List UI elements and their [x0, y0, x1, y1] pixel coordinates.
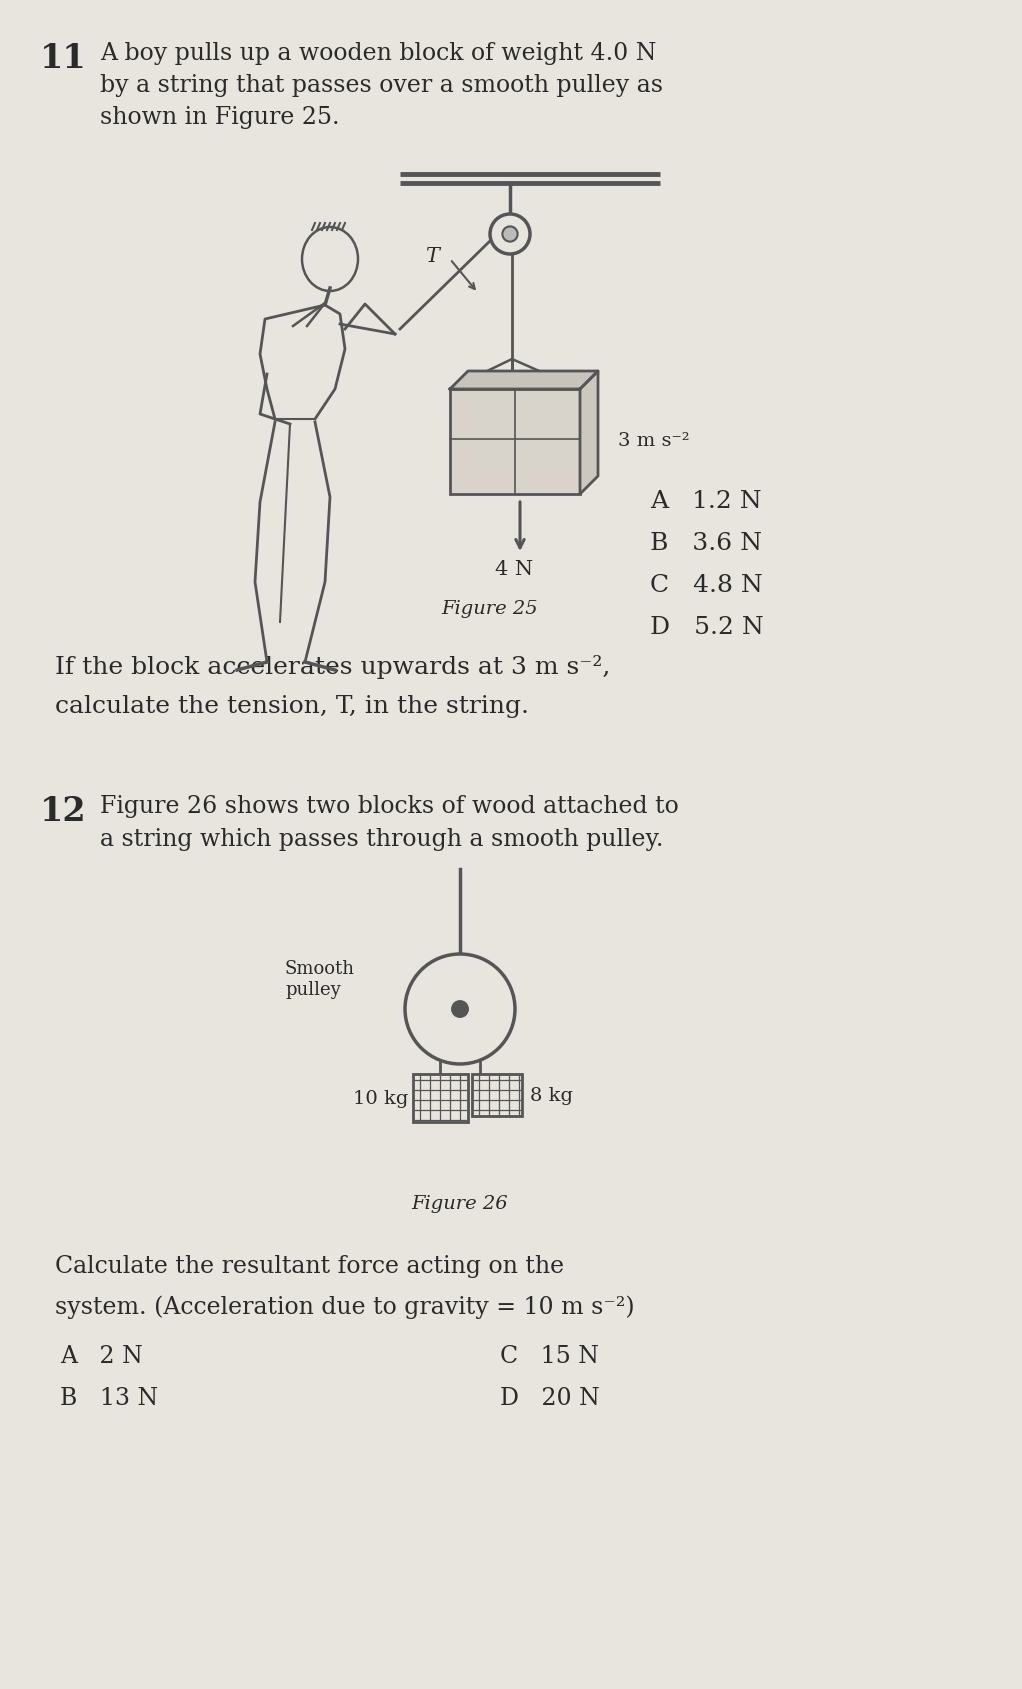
Text: a string which passes through a smooth pulley.: a string which passes through a smooth p… — [100, 828, 663, 851]
Text: D   5.2 N: D 5.2 N — [650, 615, 763, 638]
Polygon shape — [450, 372, 598, 390]
Text: Calculate the resultant force acting on the: Calculate the resultant force acting on … — [55, 1255, 564, 1277]
Circle shape — [452, 1002, 468, 1018]
Polygon shape — [580, 372, 598, 495]
Text: 3 m s⁻²: 3 m s⁻² — [618, 432, 690, 449]
Text: A   1.2 N: A 1.2 N — [650, 490, 761, 513]
Bar — [413, 1074, 468, 1121]
Bar — [450, 390, 580, 495]
Text: shown in Figure 25.: shown in Figure 25. — [100, 106, 339, 128]
Text: Figure 26: Figure 26 — [412, 1194, 508, 1213]
Circle shape — [405, 954, 515, 1064]
Text: system. (Acceleration due to gravity = 10 m s⁻²): system. (Acceleration due to gravity = 1… — [55, 1294, 635, 1317]
Circle shape — [490, 215, 530, 255]
Text: calculate the tension, T, in the string.: calculate the tension, T, in the string. — [55, 694, 529, 718]
Text: 8 kg: 8 kg — [530, 1086, 573, 1105]
Ellipse shape — [301, 228, 358, 292]
Text: 4 N: 4 N — [495, 559, 533, 579]
Text: Figure 26 shows two blocks of wood attached to: Figure 26 shows two blocks of wood attac… — [100, 794, 679, 817]
Text: 12: 12 — [40, 794, 87, 828]
Text: by a string that passes over a smooth pulley as: by a string that passes over a smooth pu… — [100, 74, 663, 96]
Bar — [472, 1074, 522, 1116]
Text: T: T — [425, 247, 438, 265]
Text: A   2 N: A 2 N — [60, 1344, 143, 1366]
Circle shape — [503, 228, 517, 243]
Text: C   15 N: C 15 N — [500, 1344, 599, 1366]
Text: 10 kg: 10 kg — [353, 1089, 408, 1108]
Text: 11: 11 — [40, 42, 87, 74]
Text: Figure 25: Figure 25 — [442, 600, 539, 618]
Text: If the block accelerates upwards at 3 m s⁻²,: If the block accelerates upwards at 3 m … — [55, 655, 610, 679]
Text: C   4.8 N: C 4.8 N — [650, 574, 762, 596]
Text: B   13 N: B 13 N — [60, 1387, 158, 1409]
Text: Smooth
pulley: Smooth pulley — [285, 959, 355, 998]
Text: A boy pulls up a wooden block of weight 4.0 N: A boy pulls up a wooden block of weight … — [100, 42, 656, 64]
Text: D   20 N: D 20 N — [500, 1387, 600, 1409]
Text: B   3.6 N: B 3.6 N — [650, 532, 762, 554]
